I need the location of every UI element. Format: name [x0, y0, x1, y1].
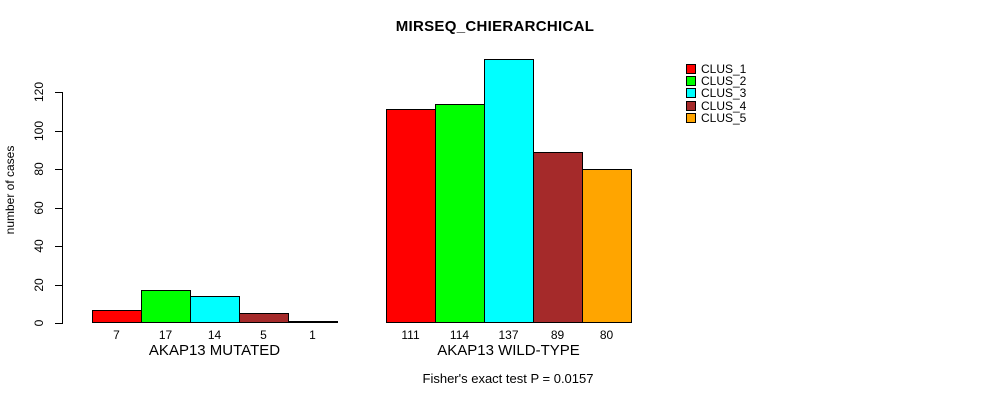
y-tick-label: 40 — [32, 239, 46, 253]
y-tick-label: 20 — [32, 277, 46, 292]
legend-swatch — [686, 100, 696, 111]
bar-CLUS_3 — [484, 59, 534, 323]
bar-value-label: 14 — [207, 328, 222, 342]
legend-label: CLUS_3 — [701, 86, 747, 101]
y-tick-label: 100 — [32, 120, 46, 141]
bar-value-label: 137 — [498, 328, 519, 342]
legend-swatch — [686, 76, 696, 87]
bar-CLUS_1 — [92, 309, 142, 323]
y-tick-label: 80 — [32, 162, 46, 176]
y-tick-mark — [55, 246, 62, 247]
y-axis-line — [62, 92, 63, 324]
legend-label: CLUS_5 — [701, 110, 747, 125]
bar-CLUS_5 — [582, 169, 632, 323]
legend-swatch — [686, 112, 696, 123]
bar-value-label: 114 — [449, 328, 470, 342]
legend-swatch — [686, 64, 696, 75]
y-tick-mark — [55, 92, 62, 93]
x-axis-group-label: AKAP13 MUTATED — [148, 342, 281, 359]
legend-item: CLUS_2 — [686, 75, 746, 87]
y-tick-mark — [55, 284, 62, 286]
legend-swatch — [686, 88, 696, 99]
y-tick-mark — [55, 169, 62, 170]
legend-item: CLUS_3 — [686, 87, 746, 99]
bar-CLUS_1 — [386, 109, 436, 323]
bar-CLUS_4 — [533, 151, 583, 323]
legend-item: CLUS_1 — [686, 63, 746, 75]
legend-item: CLUS_4 — [686, 100, 746, 112]
chart-title: MIRSEQ_CHIERARCHICAL — [395, 18, 595, 35]
bar-CLUS_2 — [141, 290, 191, 323]
bar-value-label: 1 — [309, 328, 316, 342]
y-tick-label: 120 — [32, 81, 46, 103]
y-tick-mark — [55, 323, 62, 324]
bar-value-label: 17 — [158, 328, 173, 342]
y-tick-mark — [55, 207, 62, 209]
legend-item: CLUS_5 — [686, 112, 746, 124]
bar-CLUS_4 — [239, 313, 289, 323]
legend-label: CLUS_2 — [701, 74, 747, 89]
legend-label: CLUS_4 — [701, 98, 747, 113]
bar-value-label: 5 — [260, 328, 267, 342]
bar-CLUS_3 — [190, 296, 240, 323]
bar-value-label: 111 — [401, 328, 420, 342]
y-tick-mark — [55, 130, 62, 132]
bar-value-label: 7 — [113, 328, 120, 342]
bar-CLUS_2 — [435, 103, 485, 323]
legend: CLUS_1 CLUS_2 CLUS_3 CLUS_4 CLUS_5 — [686, 63, 746, 124]
bar-CLUS_5 — [288, 321, 338, 324]
x-axis-group-label: AKAP13 WILD-TYPE — [437, 342, 580, 359]
bar-value-label: 89 — [550, 328, 565, 342]
footer-note: Fisher's exact test P = 0.0157 — [422, 371, 594, 386]
y-tick-label: 0 — [32, 319, 46, 327]
y-tick-label: 60 — [32, 200, 46, 215]
legend-label: CLUS_1 — [701, 62, 747, 77]
bar-value-label: 80 — [599, 328, 614, 342]
